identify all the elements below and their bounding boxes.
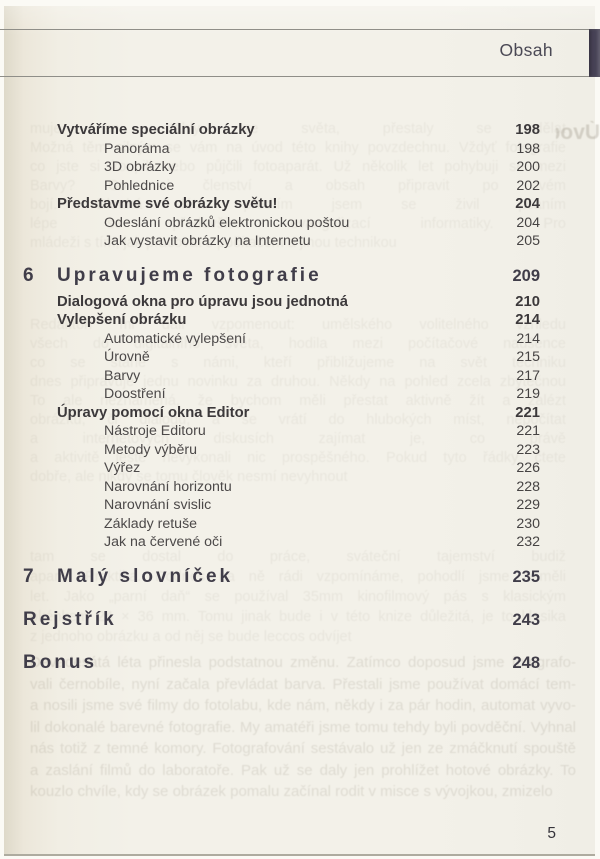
toc-entry-page: 226 (516, 460, 540, 476)
toc-row: Doostření 219 (0, 386, 600, 405)
toc-row: Představme své obrázky světu! 204 (0, 196, 600, 215)
toc-entry-page: 200 (516, 159, 540, 175)
paper-background (4, 6, 595, 856)
toc-row: Dialogová okna pro úpravu jsou jednotná 2… (0, 294, 600, 313)
toc-entry-label: Doostření (104, 386, 166, 402)
toc-entry-label: Panoráma (104, 140, 170, 157)
toc-entry-label: 3D obrázky (104, 159, 176, 175)
page-header-title: Obsah (499, 40, 553, 60)
toc-entry-label: Jak vystavit obrázky na Internetu (104, 233, 311, 249)
toc-entry-label: Narovnání svislic (104, 497, 212, 513)
toc-row: Jak vystavit obrázky na Internetu 205 (0, 233, 600, 252)
header-rule-top (0, 29, 590, 30)
toc-row: Panoráma 198 (0, 141, 600, 160)
toc-entry-label: Úpravy pomocí okna Editor (57, 404, 250, 421)
chapter-number: 6 (23, 264, 34, 286)
toc-entry-label: Barvy (104, 367, 141, 384)
toc-row: Úpravy pomocí okna Editor 221 (0, 405, 600, 424)
toc-entry-page: 230 (516, 515, 540, 532)
toc-row: 7 Malý slovníček 235 (0, 566, 600, 592)
toc-row: Narovnání horizontu 228 (0, 479, 600, 498)
toc-entry-page: 217 (516, 367, 540, 384)
toc-entry-label: Odeslání obrázků elektronickou poštou (104, 214, 350, 231)
toc-entry-page: 210 (515, 293, 540, 310)
toc-entry-label: Narovnání horizontu (104, 478, 232, 495)
toc-entry-label: Vylepšení obrázku (57, 312, 187, 328)
toc-row: Vytváříme speciální obrázky 198 (0, 122, 600, 141)
toc-entry-label: Úrovně (104, 349, 150, 365)
toc-entry-label: Upravujeme fotografie (57, 264, 322, 286)
toc-entry-label: Metody výběru (104, 441, 198, 458)
toc-entry-label: Výřez (104, 460, 141, 476)
toc-row: Základy retuše 230 (0, 516, 600, 535)
toc-entry-label: Představme své obrázky světu! (57, 196, 278, 212)
toc-entry-page: 229 (516, 497, 540, 513)
toc-entry-label: Nástroje Editoru (104, 423, 206, 439)
toc-entry-page: 221 (515, 404, 540, 421)
toc-row: Rejstřík 243 (0, 609, 600, 635)
toc-entry-page: 235 (512, 567, 540, 586)
toc-row: 6 Upravujeme fotografie 209 (0, 265, 600, 291)
table-of-contents: Vytváříme speciální obrázky 198 Panoráma 19… (0, 122, 600, 681)
toc-row: Automatické vylepšení 214 (0, 331, 600, 350)
toc-entry-page: 198 (516, 140, 540, 157)
toc-entry-page: 198 (515, 122, 540, 138)
toc-entry-label: Malý slovníček (57, 565, 234, 587)
toc-row: Metody výběru 223 (0, 442, 600, 461)
toc-row: Jak na červené oči 232 (0, 534, 600, 553)
toc-entry-page: 232 (516, 534, 540, 550)
chapter-number: 7 (23, 565, 34, 587)
toc-entry-page: 209 (512, 266, 540, 285)
toc-entry-page: 204 (515, 196, 540, 212)
toc-entry-label: Automatické vylepšení (104, 330, 246, 347)
toc-entry-page: 243 (512, 610, 540, 629)
toc-entry-page: 214 (516, 330, 540, 347)
toc-entry-label: Dialogová okna pro úpravu jsou jednotná (57, 293, 349, 310)
toc-entry-label: Bonus (23, 651, 98, 673)
toc-entry-page: 214 (515, 312, 540, 328)
toc-entry-page: 204 (516, 214, 540, 231)
toc-entry-label: Jak na červené oči (104, 534, 223, 550)
page-number: 5 (547, 825, 556, 842)
toc-row: Úrovně 215 (0, 349, 600, 368)
toc-entry-page: 223 (516, 441, 540, 458)
toc-row: Barvy 217 (0, 368, 600, 387)
toc-row: Narovnání svislic 229 (0, 497, 600, 516)
toc-entry-page: 202 (516, 177, 540, 194)
toc-row: Nástroje Editoru 221 (0, 423, 600, 442)
header-rule-bottom (0, 76, 590, 77)
toc-entry-page: 228 (516, 478, 540, 495)
toc-entry-label: Rejstřík (23, 608, 117, 630)
toc-row: Pohlednice 202 (0, 178, 600, 197)
toc-entry-page: 248 (512, 653, 540, 672)
toc-entry-label: Vytváříme speciální obrázky (57, 122, 255, 138)
toc-entry-page: 205 (516, 233, 540, 249)
toc-entry-page: 221 (516, 423, 540, 439)
chapter-tab-marker (589, 29, 600, 77)
toc-entry-label: Pohlednice (104, 177, 175, 194)
toc-row: Vylepšení obrázku 214 (0, 312, 600, 331)
toc-row: Bonus 248 (0, 652, 600, 678)
toc-row: Výřez 226 (0, 460, 600, 479)
toc-row: Odeslání obrázků elektronickou poštou 204 (0, 215, 600, 234)
toc-entry-page: 215 (516, 349, 540, 365)
toc-row: 3D obrázky 200 (0, 159, 600, 178)
toc-entry-page: 219 (516, 386, 540, 402)
toc-entry-label: Základy retuše (104, 515, 198, 532)
